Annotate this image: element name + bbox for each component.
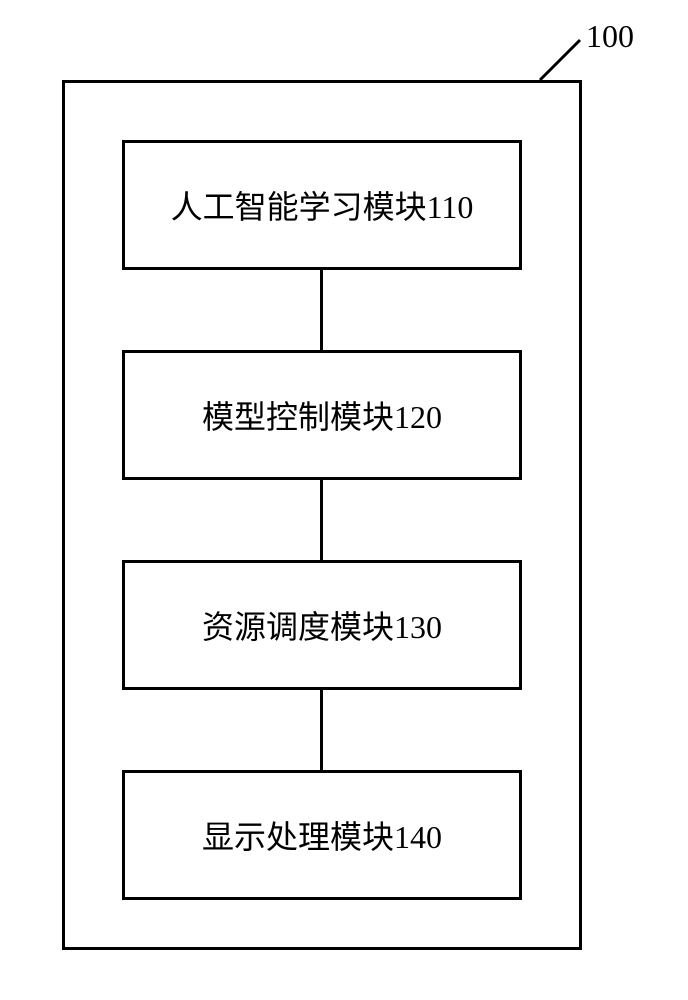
module-label: 模型控制模块120 xyxy=(202,392,442,438)
module-box-110: 人工智能学习模块110 xyxy=(122,140,522,270)
connector-120-130 xyxy=(320,480,323,560)
module-box-130: 资源调度模块130 xyxy=(122,560,522,690)
module-label: 显示处理模块140 xyxy=(202,812,442,858)
container-label: 100 xyxy=(586,18,634,55)
module-box-140: 显示处理模块140 xyxy=(122,770,522,900)
module-label: 人工智能学习模块110 xyxy=(171,182,474,228)
module-label: 资源调度模块130 xyxy=(202,602,442,648)
module-box-120: 模型控制模块120 xyxy=(122,350,522,480)
connector-130-140 xyxy=(320,690,323,770)
connector-110-120 xyxy=(320,270,323,350)
